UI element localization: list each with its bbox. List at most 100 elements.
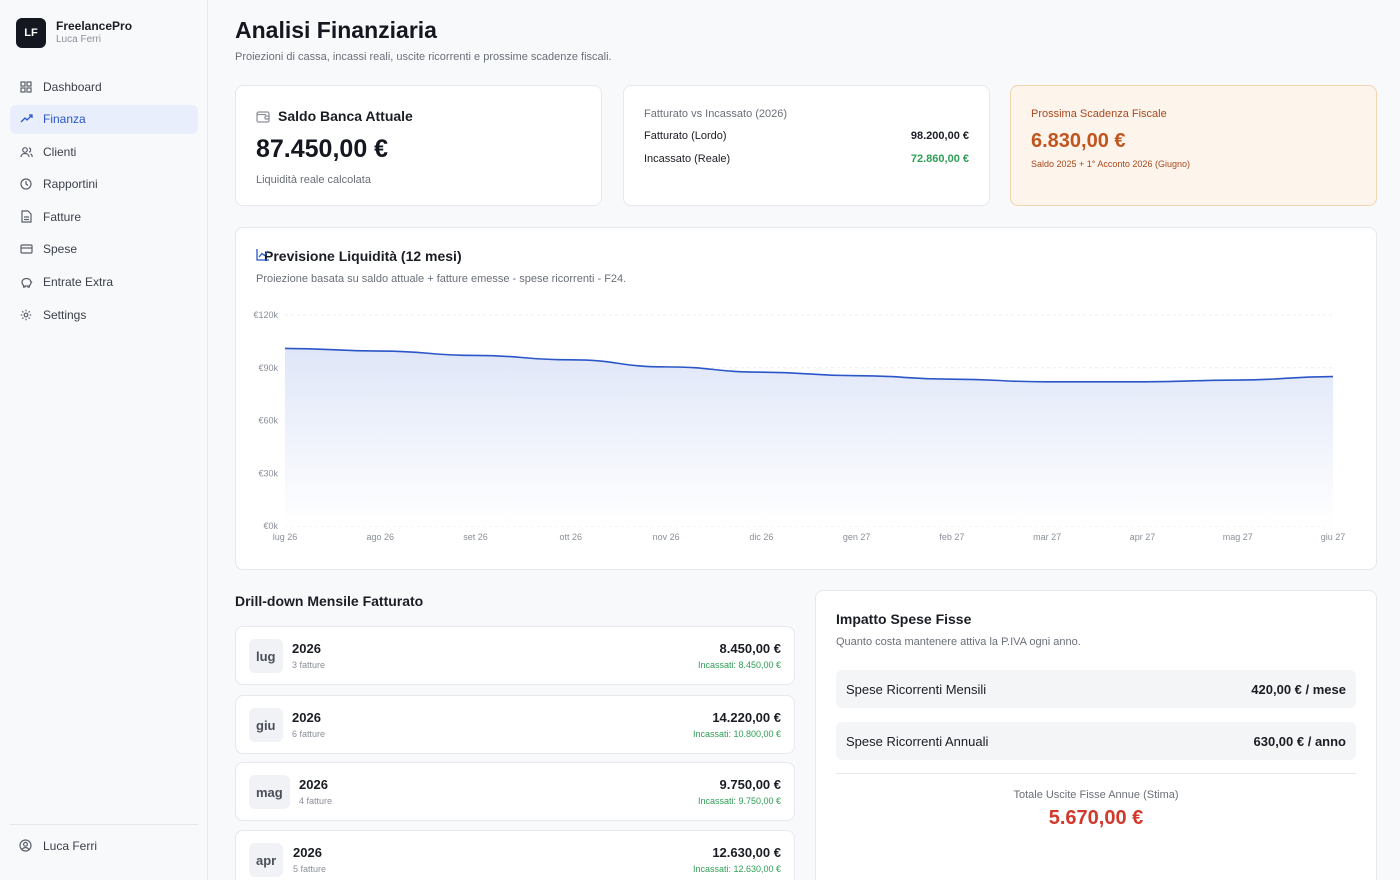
month-card-lug[interactable]: lug 2026 3 fatture 8.450,00 € Incassati:… xyxy=(235,626,795,685)
month-card-apr[interactable]: apr 2026 5 fatture 12.630,00 € Incassati… xyxy=(235,830,795,880)
x-tick-label: gen 27 xyxy=(843,532,871,542)
nav-label: Fatture xyxy=(43,209,82,224)
fatturato-value: 98.200,00 € xyxy=(910,130,969,142)
incassato-value: 72.860,00 € xyxy=(910,153,969,165)
sidebar-footer: Luca Ferri xyxy=(10,824,198,853)
sidebar: LF FreelancePro Luca Ferri Dashboard Fin… xyxy=(0,0,208,880)
y-tick-label: €120k xyxy=(253,310,278,320)
x-tick-label: mag 27 xyxy=(1223,532,1253,542)
user-menu[interactable]: Luca Ferri xyxy=(10,839,198,853)
fatturato-label: Fatturato (Lordo) xyxy=(644,130,727,142)
fixed-title: Impatto Spese Fisse xyxy=(836,611,972,627)
month-invoice-count: 4 fatture xyxy=(299,796,333,806)
fatturato-card: Fatturato vs Incassato (2026) Fatturato … xyxy=(623,85,990,206)
x-tick-label: mar 27 xyxy=(1033,532,1061,542)
wallet-icon xyxy=(256,110,270,123)
nav-label: Entrate Extra xyxy=(43,275,114,290)
month-card-mag[interactable]: mag 2026 4 fatture 9.750,00 € Incassati:… xyxy=(235,762,795,821)
nav-label: Finanza xyxy=(43,112,86,127)
card-icon xyxy=(19,242,33,256)
forecast-title: Previsione Liquidità (12 mesi) xyxy=(264,248,462,264)
x-tick-label: set 26 xyxy=(463,532,488,542)
footer-user-name: Luca Ferri xyxy=(43,839,98,853)
nav-item-rapportini[interactable]: Rapportini xyxy=(10,170,198,199)
saldo-title: Saldo Banca Attuale xyxy=(278,108,413,124)
month-total: 14.220,00 € xyxy=(712,710,781,725)
fixed-row-label: Spese Ricorrenti Mensili xyxy=(846,681,987,697)
users-icon xyxy=(19,145,33,159)
x-tick-label: ott 26 xyxy=(560,532,583,542)
fixed-row-annual: Spese Ricorrenti Annuali 630,00 € / anno xyxy=(836,722,1356,760)
nav-label: Dashboard xyxy=(43,79,102,94)
trend-icon xyxy=(19,112,33,126)
forecast-line xyxy=(284,347,1334,383)
forecast-subtitle: Proiezione basata su saldo attuale + fat… xyxy=(256,273,627,285)
fixed-row-value: 420,00 € / mese xyxy=(1251,681,1346,697)
nav-label: Spese xyxy=(43,242,78,257)
x-tick-label: ago 26 xyxy=(367,532,395,542)
month-total: 8.450,00 € xyxy=(719,641,781,656)
brand[interactable]: LF FreelancePro Luca Ferri xyxy=(16,18,132,48)
month-year: 2026 xyxy=(292,710,321,725)
nav-label: Clienti xyxy=(43,144,77,159)
month-invoice-count: 6 fatture xyxy=(292,729,326,739)
month-incassati: Incassati: 9.750,00 € xyxy=(697,796,781,806)
saldo-note: Liquidità reale calcolata xyxy=(256,174,371,186)
saldo-card: Saldo Banca Attuale 87.450,00 € Liquidit… xyxy=(235,85,602,206)
scadenza-note: Saldo 2025 + 1° Acconto 2026 (Giugno) xyxy=(1031,159,1190,169)
fixed-total-value: 5.670,00 € xyxy=(1048,807,1144,829)
y-tick-label: €30k xyxy=(258,468,278,478)
fixed-row-label: Spese Ricorrenti Annuali xyxy=(846,733,989,749)
divider xyxy=(836,773,1356,774)
month-badge: lug xyxy=(249,639,283,673)
user-circle-icon xyxy=(19,839,33,853)
fixed-subtitle: Quanto costa mantenere attiva la P.IVA o… xyxy=(836,636,1081,648)
nav-label: Rapportini xyxy=(43,177,98,192)
month-year: 2026 xyxy=(293,845,322,860)
brand-user: Luca Ferri xyxy=(56,34,102,45)
nav-item-settings[interactable]: Settings xyxy=(10,300,198,329)
nav-item-dashboard[interactable]: Dashboard xyxy=(10,72,198,101)
x-tick-label: apr 27 xyxy=(1130,532,1156,542)
x-tick-label: feb 27 xyxy=(939,532,964,542)
x-tick-label: nov 26 xyxy=(653,532,680,542)
nav-item-clienti[interactable]: Clienti xyxy=(10,137,198,166)
incassato-label: Incassato (Reale) xyxy=(644,153,731,165)
nav-item-finanza[interactable]: Finanza xyxy=(10,104,198,134)
saldo-amount: 87.450,00 € xyxy=(256,135,389,163)
fixed-row-value: 630,00 € / anno xyxy=(1253,733,1347,749)
fatturato-row: Fatturato (Lordo) 98.200,00 € xyxy=(644,130,969,142)
file-icon xyxy=(19,210,33,224)
month-invoice-count: 5 fatture xyxy=(293,864,327,874)
month-incassati: Incassati: 8.450,00 € xyxy=(697,660,781,670)
fatturato-title: Fatturato vs Incassato (2026) xyxy=(644,108,788,120)
forecast-chart: €0k €30k €60k €90k €120k lug 26 ago 26 set 26 ot… xyxy=(253,310,1345,542)
brand-logo: LF xyxy=(16,18,46,48)
grid-icon xyxy=(19,80,33,94)
scadenza-title: Prossima Scadenza Fiscale xyxy=(1031,108,1167,120)
scadenza-amount: 6.830,00 € xyxy=(1031,130,1126,152)
x-tick-label: lug 26 xyxy=(273,532,298,542)
month-incassati: Incassati: 12.630,00 € xyxy=(692,864,781,874)
scadenza-card: Prossima Scadenza Fiscale 6.830,00 € Sal… xyxy=(1010,85,1377,206)
fixed-row-monthly: Spese Ricorrenti Mensili 420,00 € / mese xyxy=(836,670,1356,708)
month-year: 2026 xyxy=(299,777,328,792)
month-total: 9.750,00 € xyxy=(719,777,781,792)
y-tick-label: €0k xyxy=(263,521,278,531)
month-invoice-count: 3 fatture xyxy=(292,660,326,670)
page-title: Analisi Finanziaria xyxy=(235,17,437,43)
nav-item-entrate-extra[interactable]: Entrate Extra xyxy=(10,268,198,297)
month-incassati: Incassati: 10.800,00 € xyxy=(692,729,781,739)
fixed-total-label: Totale Uscite Fisse Annue (Stima) xyxy=(1013,789,1179,801)
clock-icon xyxy=(19,177,33,191)
month-year: 2026 xyxy=(292,641,321,656)
forecast-card: €0k €30k €60k €90k €120k lug 26 ago 26 set 26 ot… xyxy=(235,227,1377,570)
month-badge: giu xyxy=(249,708,283,742)
page-subtitle: Proiezioni di cassa, incassi reali, usci… xyxy=(235,51,612,63)
nav-label: Settings xyxy=(43,307,87,322)
forecast-area xyxy=(285,348,1333,526)
incassato-row: Incassato (Reale) 72.860,00 € xyxy=(644,153,969,165)
nav-item-fatture[interactable]: Fatture xyxy=(10,202,198,231)
month-card-giu[interactable]: giu 2026 6 fatture 14.220,00 € Incassati… xyxy=(235,695,795,754)
nav-item-spese[interactable]: Spese xyxy=(10,235,198,264)
